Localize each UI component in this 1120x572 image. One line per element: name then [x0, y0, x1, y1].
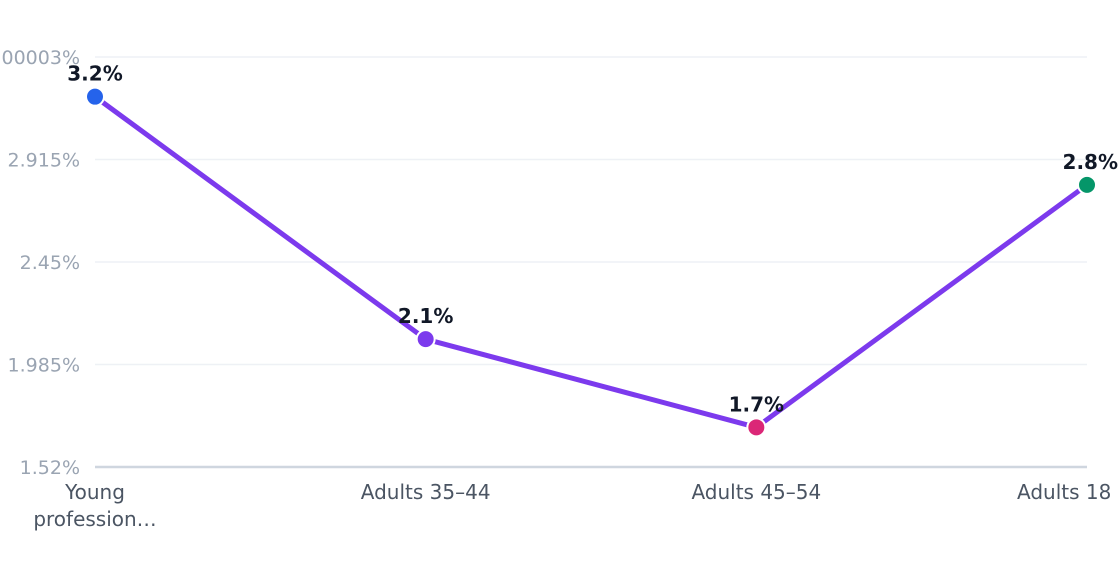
data-label: 1.7% — [729, 392, 784, 416]
data-label: 3.2% — [67, 62, 122, 86]
data-point — [746, 417, 767, 438]
y-tick-label: 1.52% — [20, 457, 80, 479]
x-tick-label: Adults 45–54 — [691, 480, 821, 504]
gridlines — [95, 56, 1087, 366]
series-line — [92, 94, 1090, 430]
y-tick-label: 00003% — [2, 47, 81, 69]
data-label: 2.1% — [398, 304, 453, 328]
y-tick-label: 2.915% — [8, 150, 80, 172]
x-tick-label: Adults 35–44 — [361, 480, 491, 504]
y-tick-label: 1.985% — [8, 355, 80, 377]
data-point — [415, 329, 436, 350]
data-points — [85, 86, 1097, 438]
x-tick-label: Young profession… — [33, 480, 156, 531]
data-point — [85, 86, 105, 107]
data-label: 2.8% — [1063, 150, 1118, 174]
x-axis-ticks: Young profession… Adults 35–44 Adults 45–54… — [33, 480, 1111, 531]
data-labels: 3.2% 2.1% 1.7% 2.8% — [67, 62, 1118, 417]
x-tick-label: Adults 18 — [1017, 480, 1111, 504]
y-tick-label: 2.45% — [20, 252, 80, 274]
y-axis-ticks: 1.52% 1.985% 2.45% 2.915% 00003% — [2, 47, 81, 479]
data-point — [1077, 174, 1097, 195]
